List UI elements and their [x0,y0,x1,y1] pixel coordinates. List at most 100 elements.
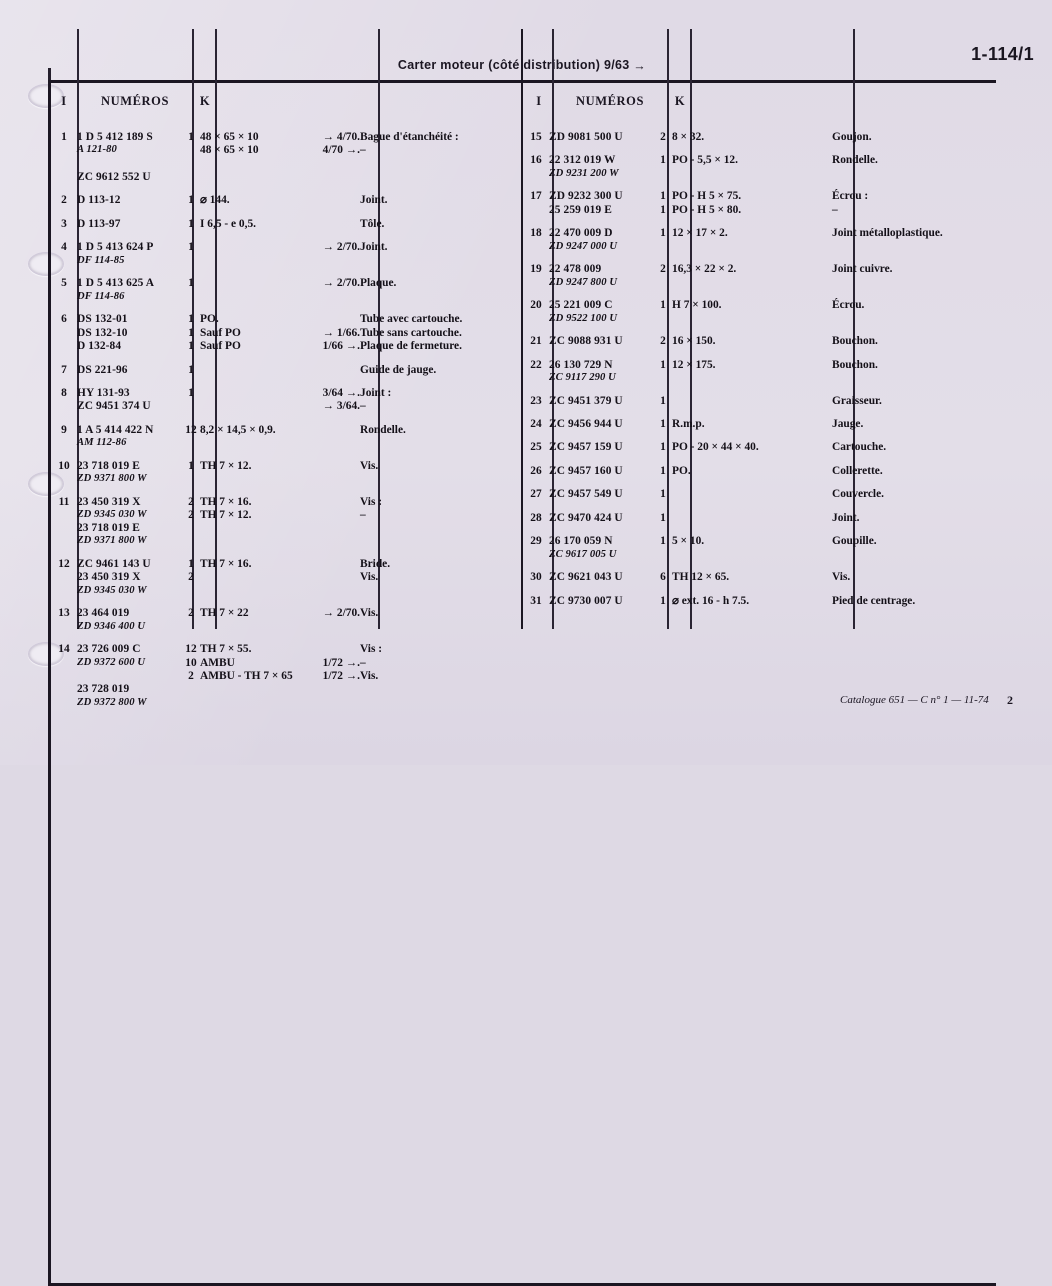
row-description: Pied de centrage. [832,595,993,608]
part-number: 23 464 019 [77,607,130,620]
row-index: 29 [530,535,542,548]
row-index: 10 [58,459,70,472]
table-row: 18 22 470 009 D ZD 9247 000 U 1 12 × 17 × 2.… [523,227,993,253]
table-row: 14 23 726 009 C ZD 9372 600 U 23 728 019 ZD … [51,643,521,709]
dimension-text: PO - H 5 × 75. [672,190,742,203]
row-index: 8 [61,387,67,400]
description-text: Bague d'étanchéité : [360,131,459,143]
description-text: Joint cuivre. [832,263,893,276]
part-number-alt: ZC 9617 005 U [549,548,617,560]
date-range-marker: → 4/70. [322,131,360,143]
row-spacer [523,525,993,535]
quantity-value: 1 [188,241,194,254]
header-numbers-right: NUMÉROS [575,94,645,108]
dimension-text: Sauf PO [200,340,241,353]
row-quantity: 12 10 2 [182,643,200,709]
row-quantity: 1 [182,131,200,184]
row-index: 31 [530,594,542,607]
row-index: 18 [530,227,542,240]
parts-table: Carter moteur (côté distribution) 9/63 →… [48,29,996,1286]
row-part-numbers: D 113-97 [77,218,182,231]
quantity-value: 2 [188,509,194,522]
row-spacer [523,585,993,595]
row-dimensions: I 6,5 - e 0,5. [200,218,360,231]
row-dimensions: 8 × 32. [672,131,832,144]
dimension-text: ⌀ 144. [200,194,230,207]
row-quantity: 1 [182,364,200,377]
dimension-text: AMBU - TH 7 × 65 [200,670,293,683]
row-index: 28 [530,511,542,524]
row-index: 19 [530,263,542,276]
row-dimensions: TH 7 × 55. AMBU 1/72 →. AMBU - TH 7 × 65 1/7… [200,643,360,709]
column-divider [215,29,217,629]
table-row: 22 26 130 729 N ZC 9117 290 U 1 12 × 175. Bou… [523,359,993,385]
row-part-numbers: 22 470 009 D ZD 9247 000 U [549,227,654,253]
description-text: Pied de centrage. [832,594,916,607]
row-dimensions: → 2/70. [200,241,360,267]
part-number: 1 A 5 414 422 N [77,423,154,436]
row-spacer [51,597,521,607]
date-range-marker: → 2/70. [322,241,360,254]
part-number: 22 478 009 [549,263,602,276]
row-dimensions: ⌀ 144. [200,194,360,207]
binder-hole [28,642,64,666]
row-quantity: 1 [654,154,672,180]
description-text: Joint métalloplastique. [832,227,943,240]
part-number: D 132-84 [77,340,122,353]
row-description: Bouchon. [832,335,993,348]
row-index: 14 [58,643,70,656]
row-description: Joint. [832,512,993,525]
row-part-numbers: 26 130 729 N ZC 9117 290 U [549,359,654,385]
row-spacer [51,267,521,277]
row-spacer [51,450,521,460]
row-dimensions: PO - 20 × 44 × 40. [672,441,832,454]
part-number-alt: DF 114-85 [77,254,125,266]
description-text: Bride. [360,557,391,570]
row-dimensions: 3/64 →. → 3/64. [200,387,360,414]
dimension-text: TH 12 × 65. [672,571,730,584]
row-spacer [523,455,993,465]
row-spacer [51,633,521,643]
description-text: Goujon. [832,131,872,143]
row-part-numbers: 23 450 319 X ZD 9345 030 W 23 718 019 E ZD … [77,496,182,548]
row-description: Joint métalloplastique. [832,227,993,253]
quantity-value: 1 [660,511,666,524]
quantity-value: 1 [188,217,194,230]
row-index: 21 [530,335,542,348]
table-row: 19 22 478 009 ZD 9247 800 U 2 16,3 × 22 × 2.… [523,263,993,289]
row-part-numbers: 1 D 5 413 625 A DF 114-86 [77,277,182,303]
part-number: 22 470 009 D [549,227,613,240]
date-range-marker: → 2/70. [322,607,360,620]
row-description: Joint. [360,241,521,267]
row-spacer [51,548,521,558]
description-text: Vis. [832,571,851,584]
table-row: 26 ZC 9457 160 U 1 PO. Collerette. [523,465,993,478]
row-index: 13 [58,607,70,620]
row-index: 7 [61,363,67,376]
table-row: 12 ZC 9461 143 U 23 450 319 X ZD 9345 030 W… [51,558,521,597]
catalogue-footer: Catalogue 651 — C n° 1 — 11-74 [840,694,989,706]
part-number-alt: ZC 9117 290 U [549,372,616,384]
quantity-value: 1 [188,387,194,400]
row-index: 9 [61,423,67,436]
table-row: 7 DS 221-96 1 Guide de jauge. [51,364,521,377]
part-number-alt: ZD 9371 800 W [77,473,147,485]
row-part-numbers: 23 726 009 C ZD 9372 600 U 23 728 019 ZD 93… [77,643,182,709]
description-text: Guide de jauge. [360,363,437,376]
row-index: 15 [530,131,542,143]
row-description: Vis. [360,460,521,486]
date-range-marker: → 2/70. [322,277,360,290]
dimension-text: TH 7 × 22 [200,607,249,620]
table-row: 16 22 312 019 W ZD 9231 200 W 1 PO - 5,5 × 1… [523,154,993,180]
row-dimensions: → 2/70. [200,277,360,303]
row-dimensions: TH 7 × 22 → 2/70. [200,607,360,633]
part-number: ZD 9232 300 U [549,190,623,203]
row-part-numbers: D 113-12 [77,194,182,207]
row-index: 3 [61,217,67,230]
description-text: Bouchon. [832,335,878,348]
row-quantity: 1 [654,465,672,478]
